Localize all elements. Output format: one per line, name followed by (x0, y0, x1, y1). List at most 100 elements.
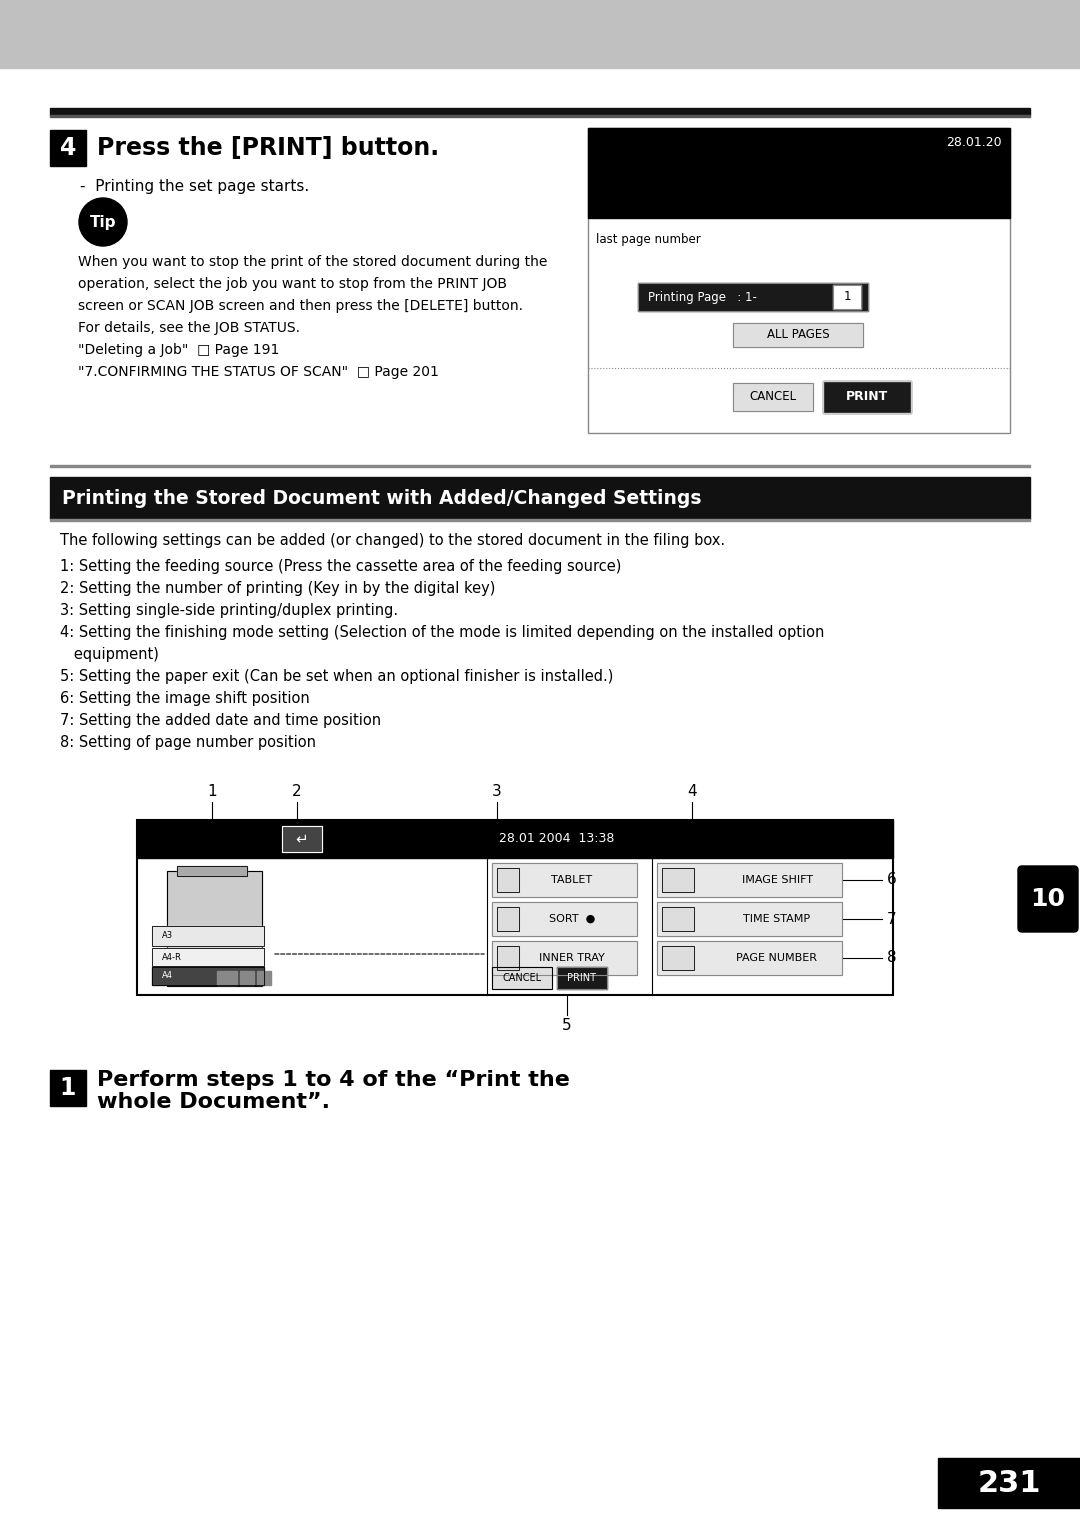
Text: For details, see the JOB STATUS.: For details, see the JOB STATUS. (78, 320, 300, 336)
Bar (492, 864, 637, 897)
Bar (50, 519, 1030, 520)
Bar (497, 906, 519, 931)
Text: ALL PAGES: ALL PAGES (767, 328, 829, 342)
Bar (657, 864, 842, 897)
Bar (152, 948, 264, 966)
Bar (833, 285, 861, 308)
Text: CANCEL: CANCEL (502, 974, 541, 983)
Text: 7: Setting the added date and time position: 7: Setting the added date and time posit… (60, 713, 381, 728)
Bar (492, 902, 637, 935)
Text: When you want to stop the print of the stored document during the: When you want to stop the print of the s… (78, 255, 548, 269)
Text: 2: Setting the number of printing (Key in by the digital key): 2: Setting the number of printing (Key i… (60, 580, 496, 595)
Text: Press the [PRINT] button.: Press the [PRINT] button. (97, 136, 440, 160)
Text: 10: 10 (1030, 887, 1066, 911)
Bar (662, 868, 694, 893)
Bar (662, 906, 694, 931)
Text: 1: Setting the feeding source (Press the cassette area of the feeding source): 1: Setting the feeding source (Press the… (60, 559, 621, 574)
Bar (492, 942, 637, 975)
Bar (50, 465, 1030, 467)
Bar (152, 948, 264, 966)
Bar (733, 324, 863, 346)
Text: whole Document”.: whole Document”. (97, 1093, 330, 1112)
Bar (833, 285, 861, 308)
Text: Perform steps 1 to 4 of the “Print the: Perform steps 1 to 4 of the “Print the (97, 1070, 570, 1090)
Text: "7.CONFIRMING THE STATUS OF SCAN"  □ Page 201: "7.CONFIRMING THE STATUS OF SCAN" □ Page… (78, 365, 438, 378)
Bar (588, 128, 1010, 433)
Bar (638, 282, 868, 311)
Text: equipment): equipment) (60, 647, 159, 661)
Bar (152, 967, 264, 984)
Bar (497, 906, 519, 931)
Text: A3: A3 (162, 931, 173, 940)
Bar (50, 130, 86, 166)
Bar (50, 108, 1030, 114)
Bar (823, 382, 912, 414)
Bar (257, 971, 271, 984)
Bar (662, 906, 694, 931)
Bar (657, 902, 842, 935)
Text: 1: 1 (59, 1076, 77, 1100)
Text: The following settings can be added (or changed) to the stored document in the f: The following settings can be added (or … (60, 533, 725, 548)
Bar (492, 967, 552, 989)
Bar (557, 967, 607, 989)
Bar (939, 1457, 1080, 1508)
Bar (492, 942, 637, 975)
Bar (50, 114, 1030, 118)
Text: 8: Setting of page number position: 8: Setting of page number position (60, 734, 316, 749)
Text: 4: Setting the finishing mode setting (Selection of the mode is limited dependin: 4: Setting the finishing mode setting (S… (60, 624, 824, 639)
Text: 3: Setting single-side printing/duplex printing.: 3: Setting single-side printing/duplex p… (60, 603, 399, 618)
Text: TIME STAMP: TIME STAMP (743, 914, 811, 925)
Bar (662, 868, 694, 893)
Text: SORT  ●: SORT ● (549, 914, 595, 925)
Bar (152, 926, 264, 946)
Bar (657, 864, 842, 897)
Bar (0, 0, 1080, 69)
Text: 28.01.20: 28.01.20 (946, 136, 1002, 148)
Text: 6: 6 (887, 873, 896, 888)
Bar (240, 971, 254, 984)
Bar (733, 383, 813, 410)
Bar (152, 926, 264, 946)
Bar (492, 902, 637, 935)
Bar (137, 819, 893, 995)
Bar (588, 128, 1010, 218)
Bar (282, 826, 322, 852)
Bar (177, 865, 247, 876)
Text: "Deleting a Job"  □ Page 191: "Deleting a Job" □ Page 191 (78, 343, 280, 357)
Bar (657, 902, 842, 935)
Text: Printing Page   : 1-: Printing Page : 1- (648, 290, 757, 304)
Bar (823, 382, 912, 414)
Text: IMAGE SHIFT: IMAGE SHIFT (742, 874, 812, 885)
Text: 3: 3 (492, 784, 502, 800)
Text: A4-R: A4-R (162, 952, 181, 961)
Text: 8: 8 (887, 951, 896, 966)
Text: 4: 4 (59, 136, 77, 160)
Bar (217, 971, 237, 984)
Bar (557, 967, 607, 989)
Text: operation, select the job you want to stop from the PRINT JOB: operation, select the job you want to st… (78, 278, 507, 291)
Bar (497, 868, 519, 893)
Bar (167, 871, 262, 986)
Bar (50, 1070, 86, 1106)
Text: INNER TRAY: INNER TRAY (539, 954, 605, 963)
Bar (282, 826, 322, 852)
Text: PRINT: PRINT (846, 391, 888, 403)
Bar (137, 819, 893, 858)
Text: screen or SCAN JOB screen and then press the [DELETE] button.: screen or SCAN JOB screen and then press… (78, 299, 523, 313)
Bar (137, 819, 893, 995)
Bar (662, 946, 694, 971)
Text: 7: 7 (887, 911, 896, 926)
Bar (50, 478, 1030, 519)
Bar (152, 967, 264, 984)
Text: Tip: Tip (90, 215, 117, 229)
Text: ↵: ↵ (296, 832, 309, 847)
Text: -  Printing the set page starts.: - Printing the set page starts. (80, 180, 309, 194)
Bar (492, 864, 637, 897)
Bar (657, 942, 842, 975)
Bar (638, 282, 868, 311)
Text: 5: 5 (563, 1018, 571, 1033)
Text: last page number: last page number (596, 233, 701, 247)
Text: A4: A4 (162, 972, 173, 981)
Bar (662, 946, 694, 971)
Text: Printing the Stored Document with Added/Changed Settings: Printing the Stored Document with Added/… (62, 488, 702, 508)
